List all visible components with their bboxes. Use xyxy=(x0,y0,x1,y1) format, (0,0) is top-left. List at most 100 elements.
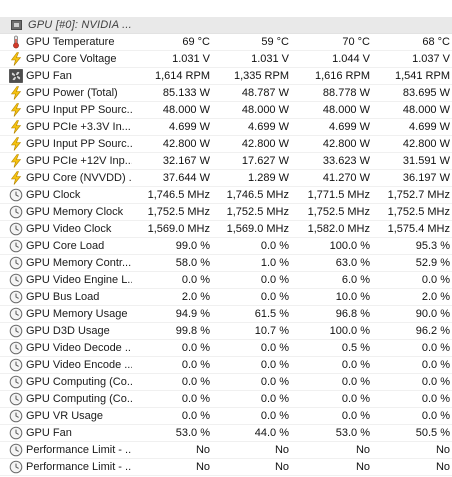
average-value: 68 °C xyxy=(422,36,450,48)
maximum-value: 0.0 % xyxy=(341,393,370,405)
thermometer-icon xyxy=(9,35,23,49)
clock-icon xyxy=(9,443,23,457)
maximum-value: 100.0 % xyxy=(329,240,370,252)
sensor-label: GPU Fan xyxy=(26,427,72,439)
average-value: 1,541 RPM xyxy=(394,70,450,82)
minimum-value: 10.7 % xyxy=(254,325,289,337)
sensor-label: GPU Power (Total) xyxy=(26,87,118,99)
fan-icon xyxy=(9,69,23,83)
table-row[interactable]: GPU Input PP Sourc... 42.800 W 42.800 W 42.… xyxy=(0,136,452,153)
lightning-icon xyxy=(9,103,23,117)
average-value: 1.037 V xyxy=(412,53,450,65)
minimum-value: 48.000 W xyxy=(241,104,289,116)
clock-icon xyxy=(9,392,23,406)
sensor-label: GPU Core Load xyxy=(26,240,105,252)
current-value: 69 °C xyxy=(182,36,210,48)
current-value: 85.133 W xyxy=(162,87,210,99)
lightning-icon xyxy=(9,86,23,100)
current-value: 0.0 % xyxy=(181,410,210,422)
clock-icon xyxy=(9,324,23,338)
average-value: No xyxy=(435,444,450,456)
current-value: 0.0 % xyxy=(181,393,210,405)
table-row[interactable]: GPU Core Voltage 1.031 V 1.031 V 1.044 V 1.0… xyxy=(0,51,452,68)
current-value: 53.0 % xyxy=(175,427,210,439)
maximum-value: 100.0 % xyxy=(329,325,370,337)
current-value: 32.167 W xyxy=(162,155,210,167)
lightning-icon xyxy=(9,137,23,151)
gpu-group-header[interactable]: GPU [#0]: NVIDIA ... xyxy=(0,17,452,34)
table-row[interactable]: GPU PCIe +3.3V In... 4.699 W 4.699 W 4.699 … xyxy=(0,119,452,136)
average-value: 2.0 % xyxy=(421,291,450,303)
current-value: 0.0 % xyxy=(181,359,210,371)
table-row[interactable]: GPU Video Clock 1,569.0 MHz 1,569.0 MHz 1,5… xyxy=(0,221,452,238)
minimum-value: 1.0 % xyxy=(260,257,289,269)
minimum-value: 17.627 W xyxy=(241,155,289,167)
sensor-label: GPU Bus Load xyxy=(26,291,100,303)
table-row[interactable]: GPU Fan 1,614 RPM 1,335 RPM 1,616 RPM 1,541 … xyxy=(0,68,452,85)
table-row[interactable]: Performance Limit - ... No No No No xyxy=(0,459,452,476)
table-row[interactable]: GPU Clock 1,746.5 MHz 1,746.5 MHz 1,771.5 M… xyxy=(0,187,452,204)
table-row[interactable]: GPU Fan 53.0 % 44.0 % 53.0 % 50.5 % xyxy=(0,425,452,442)
table-row[interactable]: GPU Memory Contr... 58.0 % 1.0 % 63.0 % 52.9… xyxy=(0,255,452,272)
maximum-value: 96.8 % xyxy=(335,308,370,320)
current-value: 42.800 W xyxy=(162,138,210,150)
table-row[interactable]: GPU PCIe +12V Inp... 32.167 W 17.627 W 33.6… xyxy=(0,153,452,170)
table-row[interactable]: GPU Core (NVVDD) ... 37.644 W 1.289 W 41.27… xyxy=(0,170,452,187)
minimum-value: 4.699 W xyxy=(248,121,289,133)
table-row[interactable]: GPU VR Usage 0.0 % 0.0 % 0.0 % 0.0 % xyxy=(0,408,452,425)
table-row[interactable]: GPU Computing (Co... 0.0 % 0.0 % 0.0 % 0.0 % xyxy=(0,374,452,391)
sensor-label: Performance Limit - ... xyxy=(26,444,132,456)
clock-icon xyxy=(9,341,23,355)
maximum-value: No xyxy=(355,461,370,473)
average-value: 0.0 % xyxy=(421,274,450,286)
average-value: 1,575.4 MHz xyxy=(387,223,450,235)
current-value: 1.031 V xyxy=(172,53,210,65)
maximum-value: 1.044 V xyxy=(332,53,370,65)
table-row[interactable]: GPU Video Engine L... 0.0 % 0.0 % 6.0 % 0.0 … xyxy=(0,272,452,289)
sensor-label: GPU VR Usage xyxy=(26,410,104,422)
clock-icon xyxy=(9,256,23,270)
average-value: 52.9 % xyxy=(415,257,450,269)
clock-icon xyxy=(9,205,23,219)
maximum-value: 1,771.5 MHz xyxy=(307,189,370,201)
lightning-icon xyxy=(9,171,23,185)
average-value: 1,752.7 MHz xyxy=(387,189,450,201)
maximum-value: 88.778 W xyxy=(322,87,370,99)
table-row[interactable]: GPU Bus Load 2.0 % 0.0 % 10.0 % 2.0 % xyxy=(0,289,452,306)
table-row[interactable]: GPU Input PP Sourc... 48.000 W 48.000 W 48.… xyxy=(0,102,452,119)
table-row[interactable]: Performance Limit - ... No No No No xyxy=(0,442,452,459)
current-value: 0.0 % xyxy=(181,274,210,286)
table-row[interactable]: GPU Core Load 99.0 % 0.0 % 100.0 % 95.3 % xyxy=(0,238,452,255)
sensor-label: GPU Input PP Sourc... xyxy=(26,138,132,150)
table-row[interactable]: GPU Video Encode ... 0.0 % 0.0 % 0.0 % 0.0 % xyxy=(0,357,452,374)
table-row[interactable]: GPU Temperature 69 °C 59 °C 70 °C 68 °C xyxy=(0,34,452,51)
maximum-value: 1,752.5 MHz xyxy=(307,206,370,218)
maximum-value: 0.0 % xyxy=(341,410,370,422)
average-value: 0.0 % xyxy=(421,342,450,354)
current-value: 1,569.0 MHz xyxy=(147,223,210,235)
minimum-value: 0.0 % xyxy=(260,342,289,354)
table-row[interactable]: GPU Memory Usage 94.9 % 61.5 % 96.8 % 90.0 % xyxy=(0,306,452,323)
sensor-label: GPU Memory Usage xyxy=(26,308,128,320)
minimum-value: 0.0 % xyxy=(260,240,289,252)
lightning-icon xyxy=(9,120,23,134)
lightning-icon xyxy=(9,154,23,168)
maximum-value: 1,582.0 MHz xyxy=(307,223,370,235)
minimum-value: 1,746.5 MHz xyxy=(226,189,289,201)
minimum-value: 42.800 W xyxy=(241,138,289,150)
current-value: 58.0 % xyxy=(175,257,210,269)
average-value: 42.800 W xyxy=(402,138,450,150)
table-row[interactable]: GPU Memory Clock 1,752.5 MHz 1,752.5 MHz 1,… xyxy=(0,204,452,221)
minimum-value: 0.0 % xyxy=(260,291,289,303)
table-row[interactable]: GPU Power (Total) 85.133 W 48.787 W 88.778 … xyxy=(0,85,452,102)
table-row[interactable]: GPU Computing (Co... 0.0 % 0.0 % 0.0 % 0.0 % xyxy=(0,391,452,408)
table-row[interactable]: GPU D3D Usage 99.8 % 10.7 % 100.0 % 96.2 % xyxy=(0,323,452,340)
table-row[interactable]: GPU Video Decode ... 0.0 % 0.0 % 0.5 % 0.0 % xyxy=(0,340,452,357)
sensor-label: GPU Video Engine L... xyxy=(26,274,132,286)
sensor-label: GPU Fan xyxy=(26,70,72,82)
maximum-value: 41.270 W xyxy=(322,172,370,184)
average-value: 36.197 W xyxy=(402,172,450,184)
sensor-label: GPU Computing (Co... xyxy=(26,393,132,405)
maximum-value: 48.000 W xyxy=(322,104,370,116)
minimum-value: 1,569.0 MHz xyxy=(226,223,289,235)
